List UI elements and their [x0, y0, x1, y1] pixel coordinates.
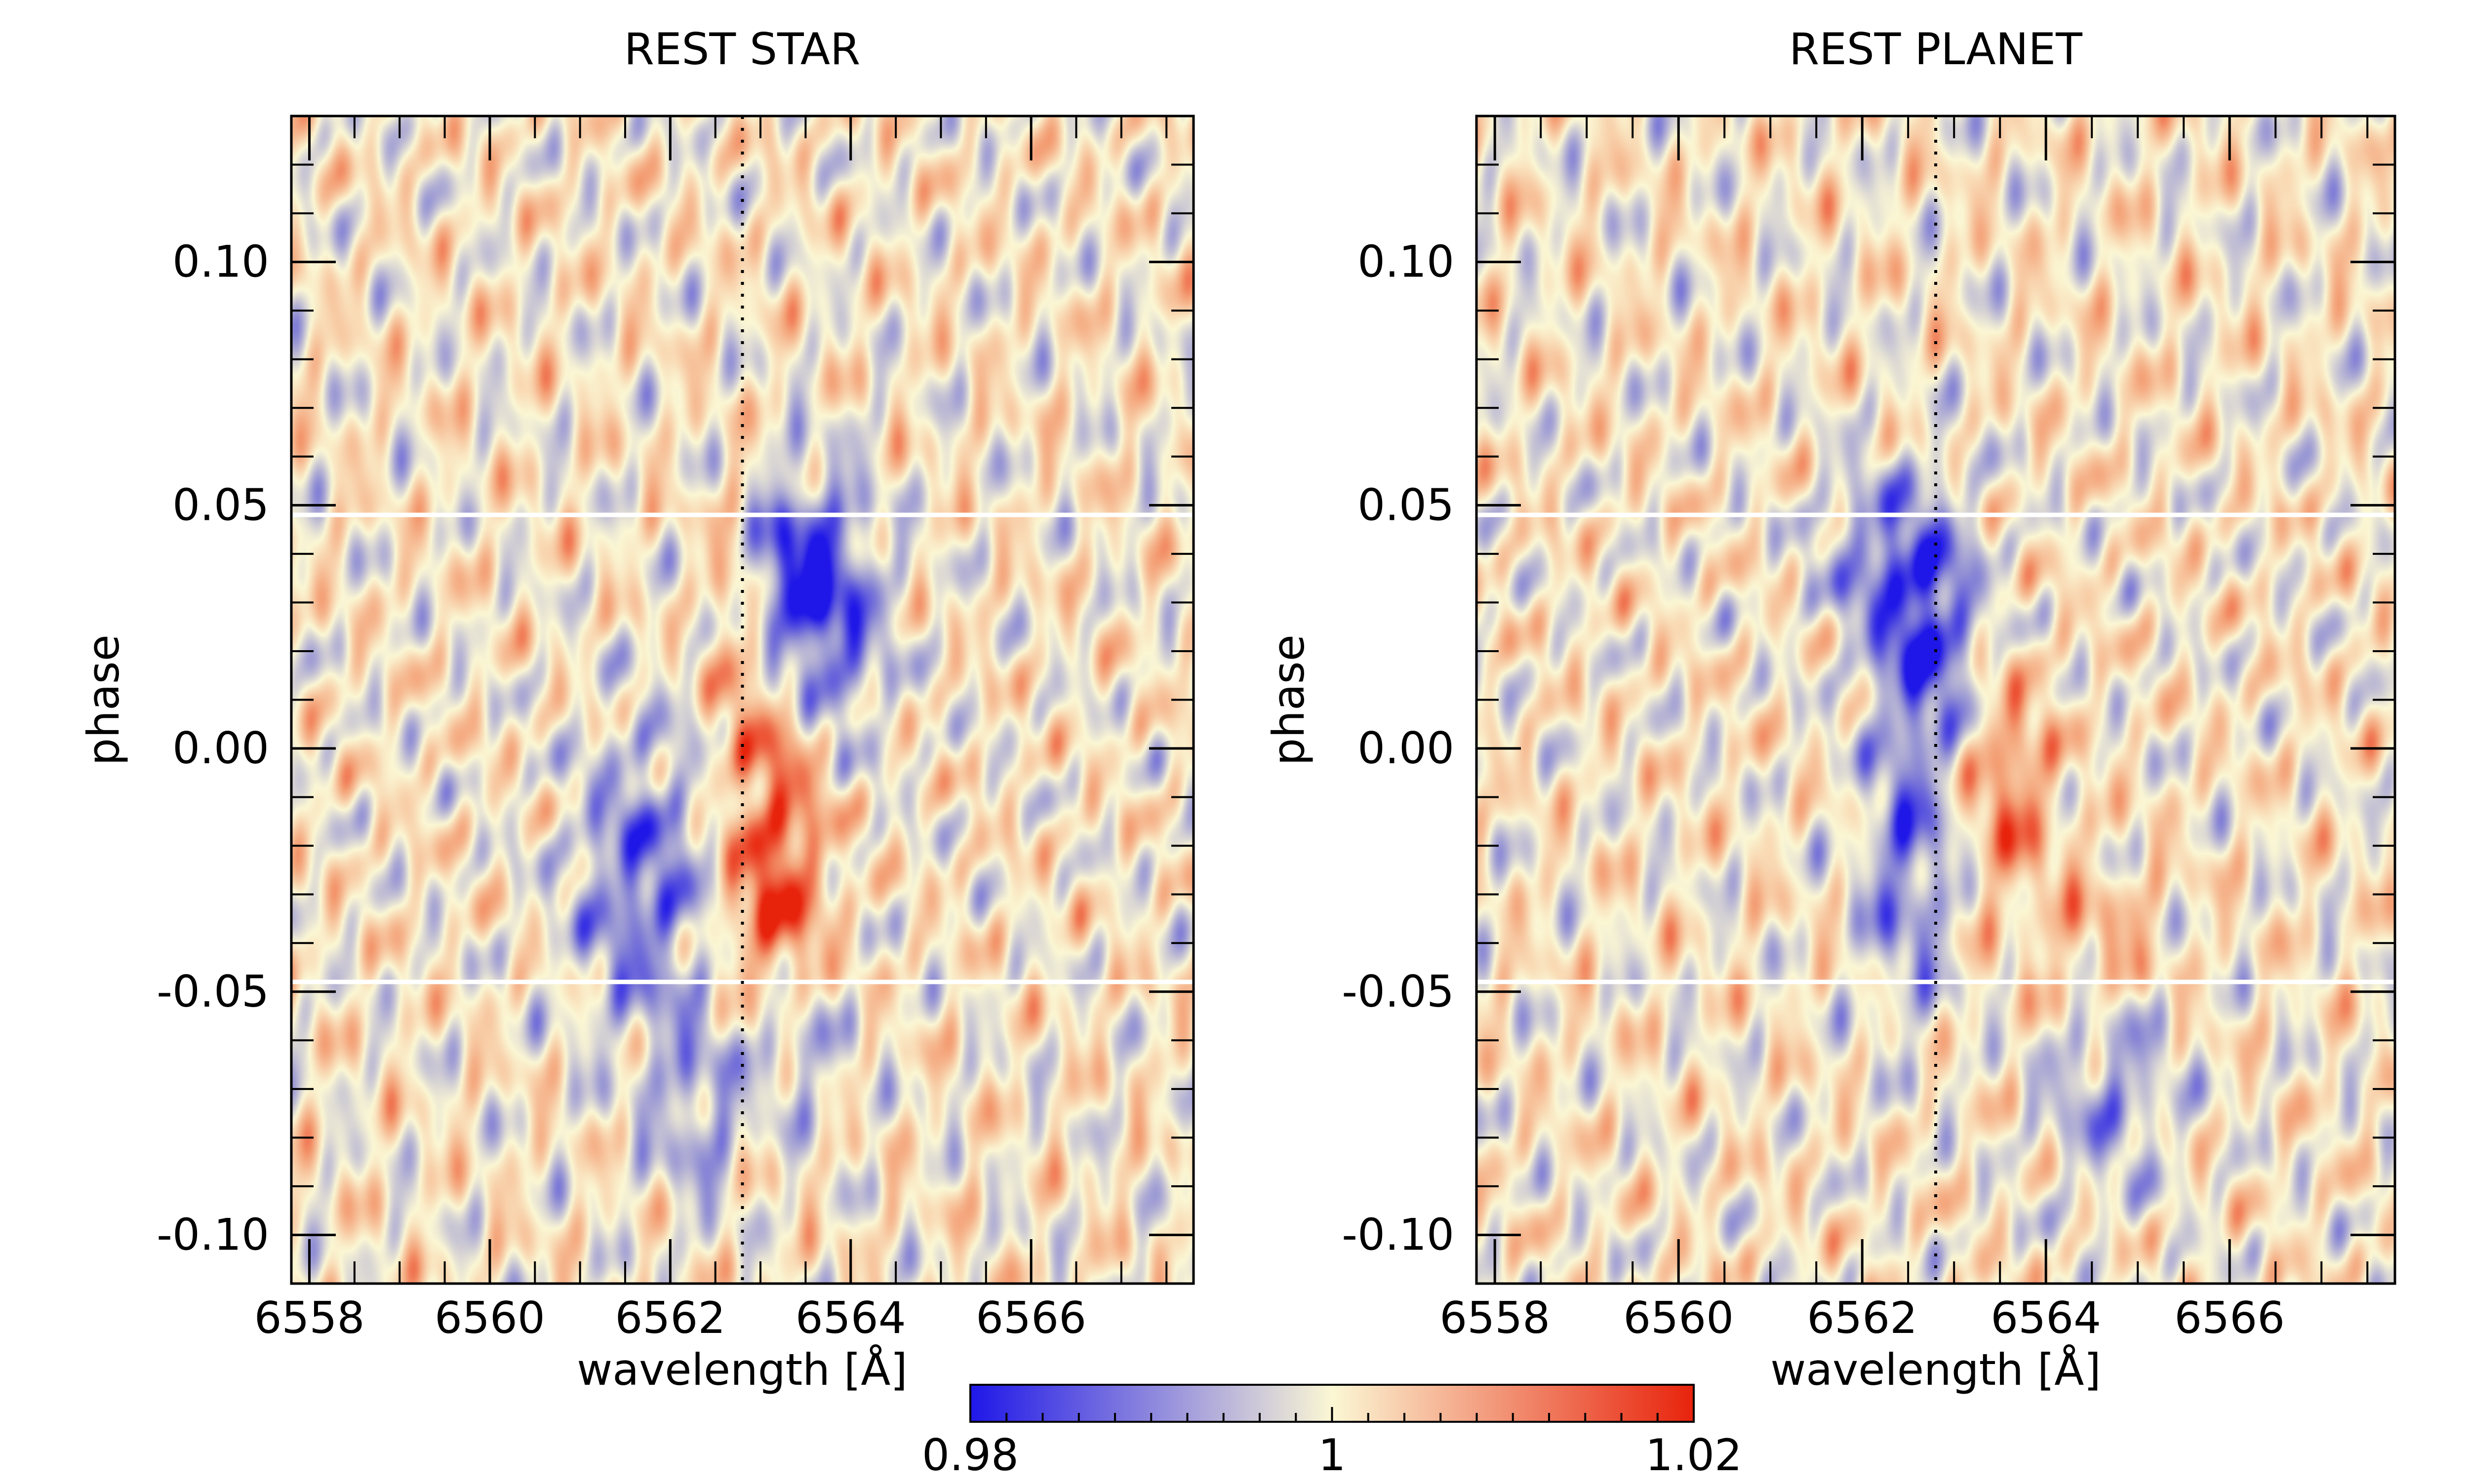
axes-frame — [1475, 115, 2396, 1285]
colorbar-tick-label: 1 — [1318, 1430, 1346, 1481]
colorbar-tick-label: 1.02 — [1645, 1430, 1742, 1481]
x-axis-label: wavelength [Å] — [577, 1344, 907, 1395]
y-axis-label: phase — [1263, 634, 1314, 766]
heatmap-image — [1476, 116, 2395, 1284]
y-tick-label: 0.05 — [172, 479, 269, 530]
x-tick-label: 6560 — [435, 1292, 545, 1343]
y-tick-label: 0.05 — [1357, 479, 1454, 530]
x-tick-label: 6566 — [976, 1292, 1086, 1343]
y-axis-label: phase — [78, 634, 129, 766]
axes-frame — [290, 115, 1195, 1285]
panel-title: REST PLANET — [1789, 24, 2083, 75]
x-tick-label: 6558 — [1439, 1292, 1550, 1343]
x-tick-label: 6564 — [1991, 1292, 2101, 1343]
panel-rest-star: REST STAR 6558 6560 6562 6564 6566 0.10 0.05 0.… — [78, 24, 1195, 1395]
y-tick-label: 0.10 — [172, 236, 269, 287]
panel-title: REST STAR — [624, 24, 860, 75]
panel-rest-planet: REST PLANET 6558 6560 6562 6564 6566 0.10 0.05… — [1263, 24, 2396, 1395]
y-tick-label: -0.10 — [1342, 1209, 1454, 1260]
x-tick-label: 6560 — [1623, 1292, 1734, 1343]
y-tick-label: 0.10 — [1357, 236, 1454, 287]
x-tick-label: 6562 — [1807, 1292, 1917, 1343]
y-tick-label: 0.00 — [172, 723, 269, 774]
x-tick-label: 6566 — [2174, 1292, 2285, 1343]
colorbar: 0.98 1 1.02 — [922, 1384, 1742, 1481]
x-tick-label: 6564 — [796, 1292, 906, 1343]
colorbar-tick-label: 0.98 — [922, 1430, 1019, 1481]
y-tick-label: -0.05 — [1342, 966, 1454, 1017]
x-tick-label: 6558 — [254, 1292, 365, 1343]
heatmap-image — [291, 116, 1194, 1284]
y-tick-label: -0.10 — [157, 1209, 269, 1260]
x-tick-label: 6562 — [615, 1292, 725, 1343]
x-axis-label: wavelength [Å] — [1770, 1344, 2101, 1395]
y-tick-label: -0.05 — [157, 966, 269, 1017]
y-tick-label: 0.00 — [1357, 723, 1454, 774]
